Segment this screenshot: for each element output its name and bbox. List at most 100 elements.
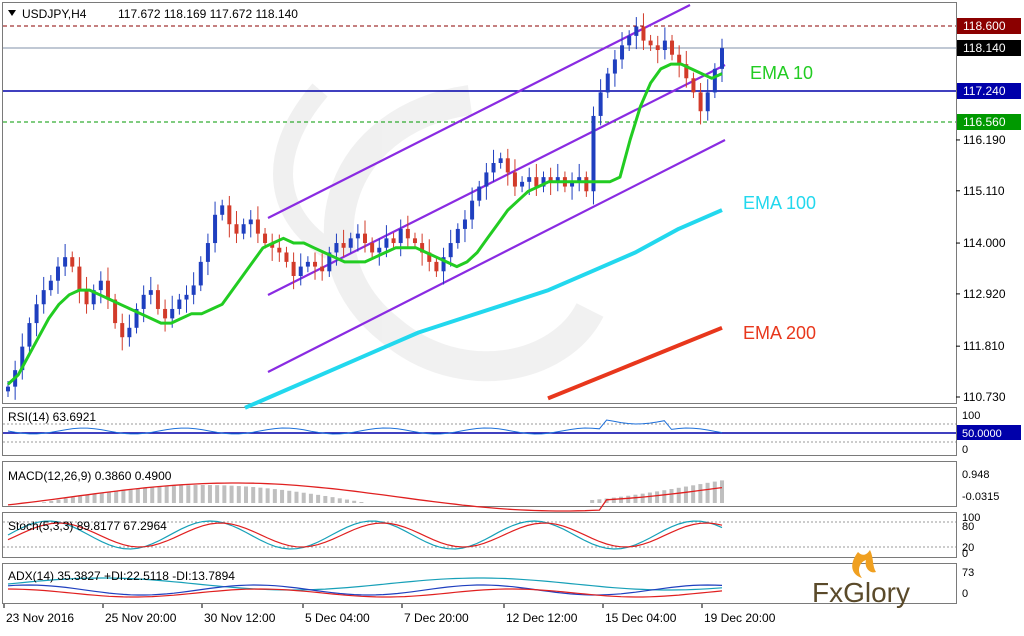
macd-bar [186, 485, 191, 503]
time-tick-label: 19 Dec 20:00 [704, 611, 776, 625]
macd-bar [611, 497, 616, 503]
candle-body [548, 177, 553, 182]
candle-body [477, 186, 482, 201]
candle-body [98, 280, 103, 291]
price-tick-label: 112.920 [963, 287, 1006, 301]
candle-body [670, 40, 675, 55]
candle-body [655, 45, 660, 51]
fxglory-logo: FxGlory [812, 550, 910, 608]
candle-body [412, 238, 417, 244]
macd-bar [236, 486, 241, 503]
candle-body [355, 233, 360, 239]
stoch-axis-100: 100 [962, 512, 980, 524]
candle-body [712, 68, 717, 93]
price-axis: 116.190 115.110 114.000 112.920 111.810 110.7… [956, 133, 1006, 404]
macd-signal-line [7, 482, 723, 512]
stoch-d-line [7, 522, 723, 548]
macd-bar [258, 487, 263, 503]
candle-body [705, 92, 710, 112]
candlestick-series [6, 13, 724, 400]
macd-bar [705, 482, 710, 503]
support-tag [957, 114, 1021, 130]
macd-bar [265, 488, 270, 503]
candle-body [155, 290, 160, 309]
symbol-label: USDJPY,H4 [22, 7, 87, 21]
candle-body [612, 59, 617, 74]
price-tick-label: 116.190 [963, 133, 1006, 147]
macd-bar [720, 480, 724, 503]
main-panel-frame [2, 2, 957, 404]
candle-body [141, 294, 146, 309]
candle-body [20, 346, 25, 371]
channel-lower-line [267, 139, 726, 373]
candle-body [291, 261, 296, 277]
candle-body [505, 158, 510, 173]
stoch-label: Stoch(5,3,3) 89.8177 67.2964 [8, 519, 167, 533]
candle-body [398, 228, 403, 244]
macd-bar [251, 487, 256, 503]
adx-plus-di-line [7, 584, 723, 596]
candle-body [327, 252, 332, 272]
candle-body [341, 243, 346, 248]
macd-bar [143, 487, 148, 503]
dropdown-arrow-icon[interactable] [8, 10, 16, 16]
candle-body [363, 233, 367, 244]
macd-bar [171, 485, 176, 503]
candle-body [127, 327, 132, 338]
candle-body [377, 247, 382, 253]
candle-body [455, 228, 460, 244]
candle-body [634, 26, 639, 36]
watermark-logo [273, 83, 604, 382]
macd-axis-bottom: -0.0315 [962, 491, 999, 503]
candle-body [348, 238, 353, 248]
macd-bar [85, 495, 90, 503]
macd-bar [633, 494, 638, 503]
macd-bar [352, 500, 357, 503]
macd-bar [78, 496, 83, 503]
candle-body [305, 261, 310, 267]
ema100-line [244, 208, 723, 410]
candle-body [677, 54, 682, 65]
rsi-axis-bottom: 0 [962, 444, 968, 456]
macd-bar [63, 498, 68, 503]
candle-body [370, 243, 375, 253]
candle-body [270, 243, 275, 248]
price-tick-label: 114.000 [963, 236, 1006, 250]
macd-bar [626, 495, 631, 503]
candle-body [163, 308, 168, 319]
candle-body [313, 261, 318, 267]
time-tick-label: 30 Nov 12:00 [204, 611, 276, 625]
candle-body [205, 243, 210, 262]
candle-body [691, 78, 696, 93]
resistance-tag [957, 18, 1021, 34]
macd-bar [99, 492, 104, 503]
candle-body [277, 247, 282, 253]
candle-body [248, 219, 253, 225]
candle-body [527, 177, 532, 182]
candle-body [241, 224, 246, 234]
rsi-level-tag [957, 425, 1021, 440]
stoch-axis-80: 80 [962, 521, 974, 533]
candle-body [662, 40, 667, 51]
ema200-line [547, 325, 723, 401]
time-tick-label: 7 Dec 20:00 [404, 611, 469, 625]
candle-body [105, 280, 110, 300]
channel-upper-line [267, 4, 691, 219]
macd-bar [179, 485, 184, 503]
candle-body [227, 205, 232, 225]
macd-histogram [42, 480, 724, 503]
macd-bar [280, 489, 285, 503]
macd-bar [56, 499, 61, 503]
ema10-label: EMA 10 [750, 63, 813, 83]
macd-bar [691, 485, 696, 503]
macd-bar [200, 485, 205, 503]
price-tags: 118.600 118.140 117.240 116.560 [957, 18, 1021, 130]
candle-body [555, 177, 560, 182]
candle-body [84, 290, 89, 305]
candle-body [434, 261, 439, 272]
macd-label: MACD(12,26,9) 0.3860 0.4900 [8, 469, 172, 483]
candle-body [120, 323, 125, 338]
macd-bar [272, 489, 277, 503]
candle-body [70, 257, 75, 267]
